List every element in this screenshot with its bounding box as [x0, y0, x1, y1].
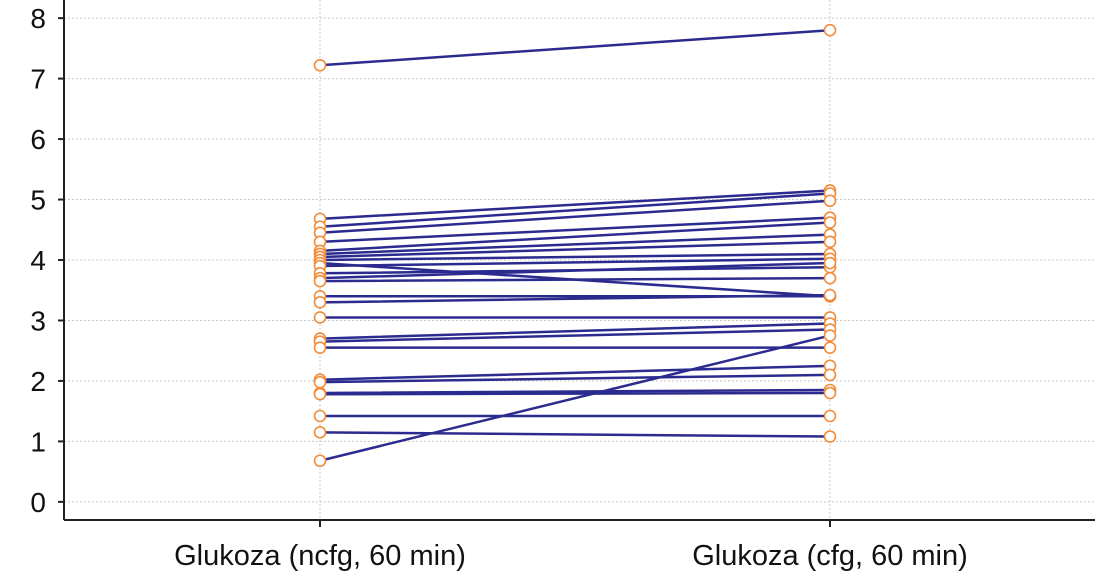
data-point-19-1: [823, 341, 837, 354]
pair-line-1: [318, 189, 832, 221]
data-point-23-1: [823, 386, 837, 400]
y-tick-label-7: 7: [30, 64, 46, 95]
pair-line-22: [318, 388, 832, 395]
data-point-0-1: [823, 23, 837, 37]
y-tick-label-5: 5: [30, 185, 46, 216]
series-markers: [313, 23, 837, 468]
data-point-25-0: [313, 426, 327, 439]
data-point-26-0: [313, 454, 327, 468]
x-category-label-0: Glukoza (ncfg, 60 min): [174, 540, 466, 572]
pair-line-26: [318, 334, 832, 462]
data-point-24-0: [313, 409, 327, 423]
data-point-7-1: [823, 235, 837, 249]
y-tick-label-8: 8: [30, 3, 46, 34]
data-point-26-1: [823, 329, 837, 342]
y-tick-label-2: 2: [30, 366, 46, 397]
pair-line-20: [318, 364, 832, 381]
data-point-13-0: [313, 274, 327, 288]
pair-line-5: [318, 221, 832, 253]
pair-line-18: [318, 328, 832, 343]
pair-line-23: [318, 391, 832, 396]
axis-layer: [58, 0, 1095, 527]
data-point-15-0: [313, 296, 327, 309]
data-point-13-1: [823, 271, 837, 285]
data-point-16-0: [313, 311, 327, 324]
y-tick-label-4: 4: [30, 245, 46, 276]
pair-line-15: [318, 293, 832, 304]
pair-line-17: [318, 322, 832, 340]
x-category-label-1: Glukoza (cfg, 60 min): [692, 540, 968, 572]
data-point-19-0: [313, 341, 327, 354]
pair-line-12: [318, 261, 832, 280]
pair-line-25: [318, 431, 832, 438]
pair-line-21: [318, 373, 832, 384]
y-tick-label-1: 1: [30, 426, 46, 457]
data-point-0-0: [313, 59, 327, 72]
axis-labels: 0 1 2 3 4 5 6 7 8 Glukoza (ncfg, 60 min) Glukoza (…: [30, 3, 967, 572]
pair-line-3: [318, 199, 832, 235]
y-tick-label-6: 6: [30, 124, 46, 155]
pair-line-0: [318, 28, 832, 67]
data-point-3-1: [823, 194, 837, 208]
data-point-23-0: [313, 387, 327, 401]
pair-line-8: [318, 252, 832, 262]
data-point-12-1: [823, 256, 837, 270]
data-point-5-1: [823, 216, 837, 229]
data-point-21-1: [823, 368, 837, 382]
y-tick-label-0: 0: [30, 487, 46, 518]
series-lines: [318, 28, 832, 462]
pair-line-13: [318, 276, 832, 283]
data-point-21-0: [313, 375, 327, 389]
grid-layer: [64, 0, 1095, 520]
data-point-24-1: [823, 409, 837, 423]
pair-line-4: [318, 216, 832, 244]
data-point-25-1: [823, 430, 837, 443]
pair-line-2: [318, 192, 832, 228]
y-tick-label-3: 3: [30, 305, 46, 336]
pair-line-6: [318, 233, 832, 256]
pair-line-10: [318, 257, 832, 268]
pair-line-7: [318, 240, 832, 259]
data-point-15-1: [823, 288, 837, 302]
